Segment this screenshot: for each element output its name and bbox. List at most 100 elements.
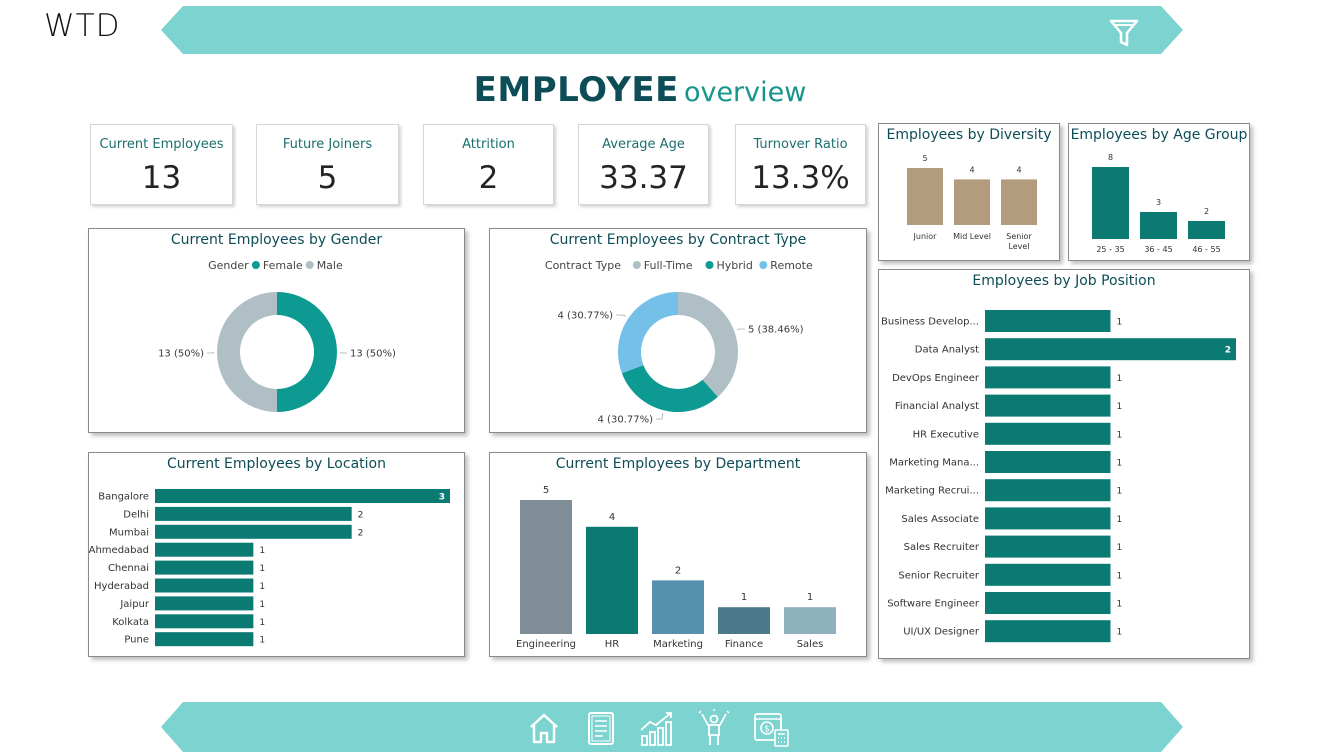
- donut-slice: [621, 365, 718, 412]
- category-label: 25 - 35: [1096, 245, 1124, 254]
- bar: [155, 596, 254, 611]
- legend-marker: [632, 261, 641, 269]
- chart-title: Current Employees by Department: [555, 456, 801, 472]
- category-label: Finance: [725, 639, 763, 650]
- chart-title: Current Employees by Gender: [170, 232, 383, 248]
- chart-gender[interactable]: Current Employees by Gender Gender Female…: [88, 228, 465, 433]
- data-label: 1: [259, 636, 265, 646]
- category-label: Pune: [124, 635, 149, 646]
- donut-slice: [618, 292, 678, 374]
- chart-location[interactable]: Current Employees by Location Bangalore 3…: [88, 452, 465, 657]
- chart-contract-plot: Contract Type Full-Time Hybrid Remote 5 (38.…: [545, 259, 813, 426]
- data-label: 1: [1117, 543, 1123, 553]
- data-label: 1: [1117, 628, 1123, 638]
- chart-position-plot: Business Develop... 1 Data Analyst 2 DevOps …: [881, 310, 1236, 643]
- bar: [985, 422, 1111, 445]
- salary-calculator-icon[interactable]: $: [751, 708, 791, 748]
- kpi-label: Current Employees: [99, 137, 224, 152]
- kpi-value: 13: [141, 160, 182, 196]
- bar: [155, 524, 352, 539]
- data-label: 4: [969, 165, 974, 174]
- data-label: 5: [922, 154, 927, 163]
- chart-title: Current Employees by Location: [167, 456, 386, 472]
- page-title: EMPLOYEE overview: [0, 70, 1280, 110]
- bar: [586, 526, 638, 634]
- filter-icon[interactable]: [1106, 16, 1142, 50]
- bar: [652, 580, 704, 634]
- bar: [155, 560, 254, 575]
- category-label: Sales Associate: [901, 514, 979, 525]
- data-label: 1: [1117, 515, 1123, 525]
- bottom-banner-shape: [161, 702, 1183, 752]
- chart-diversity[interactable]: Employees by Diversity 5 Junior 4 Mid Level…: [878, 123, 1060, 261]
- data-label: 1: [741, 592, 747, 603]
- category-label: Data Analyst: [915, 345, 979, 356]
- category-label: Marketing Mana...: [889, 458, 979, 469]
- home-icon[interactable]: [524, 708, 564, 748]
- data-label: 13 (50%): [158, 349, 204, 360]
- kpi-label: Turnover Ratio: [753, 137, 848, 152]
- kpi-label: Future Joiners: [282, 137, 373, 152]
- category-label: HR Executive: [913, 429, 979, 440]
- data-label: 1: [1117, 571, 1123, 581]
- chart-gender-plot: Gender Female Male 13 (50%) 13 (50%): [158, 259, 396, 412]
- category-label: UI/UX Designer: [903, 627, 980, 638]
- bar: [985, 451, 1111, 473]
- data-label: 1: [1117, 487, 1123, 497]
- donut-slice: [678, 292, 738, 397]
- page-title-sub: overview: [683, 77, 807, 108]
- legend-marker: [251, 261, 260, 269]
- bar: [155, 632, 254, 647]
- donut-slice: [217, 292, 277, 412]
- category-label: Senior: [1006, 232, 1032, 241]
- label-leader: [207, 351, 215, 354]
- label-leader: [656, 413, 664, 420]
- kpi-label: Attrition: [462, 137, 515, 152]
- data-label: 1: [807, 592, 813, 603]
- data-label: 8: [1108, 153, 1113, 162]
- data-label: 2: [358, 528, 364, 538]
- celebrating-person-icon[interactable]: [694, 708, 734, 748]
- legend-item: Hybrid: [717, 259, 753, 272]
- category-label: Software Engineer: [887, 599, 980, 610]
- document-icon[interactable]: [581, 708, 621, 748]
- bar: [155, 489, 450, 503]
- bar: [985, 310, 1111, 332]
- chart-age-group[interactable]: Employees by Age Group 8 25 - 35 3 36 - 45 2…: [1068, 123, 1250, 261]
- category-label: Marketing: [653, 639, 703, 650]
- bar: [155, 578, 254, 593]
- kpi-turnover-ratio: Turnover Ratio 13.3%: [735, 124, 866, 205]
- category-label: Financial Analyst: [895, 401, 979, 412]
- kpi-attrition: Attrition 2: [423, 124, 554, 205]
- category-label: Level: [1008, 242, 1029, 251]
- chart-department-plot: 5 Engineering 4 HR 2 Marketing 1 Finance 1 Sales: [516, 485, 836, 650]
- category-label: Mid Level: [953, 232, 991, 241]
- kpi-value: 33.37: [599, 160, 688, 196]
- data-label: 4: [1016, 165, 1021, 174]
- bar: [155, 506, 352, 521]
- chart-job-position[interactable]: Employees by Job Position Business Devel…: [878, 269, 1250, 659]
- bar: [1140, 212, 1177, 239]
- kpi-value: 2: [478, 160, 499, 196]
- chart-department[interactable]: Current Employees by Department 5 Enginee…: [489, 452, 867, 657]
- data-label: 1: [259, 618, 265, 628]
- category-label: Sales: [797, 639, 824, 650]
- bar: [520, 500, 572, 634]
- chart-contract-type[interactable]: Current Employees by Contract Type Contr…: [489, 228, 867, 433]
- category-label: Mumbai: [109, 527, 149, 538]
- category-label: Engineering: [516, 639, 576, 650]
- data-label: 1: [259, 600, 265, 610]
- legend-item: Full-Time: [644, 259, 693, 272]
- growth-chart-icon[interactable]: [637, 708, 677, 748]
- label-leader: [339, 351, 347, 354]
- top-banner-shape: [161, 6, 1183, 54]
- bar: [718, 607, 770, 634]
- category-label: Ahmedabad: [89, 545, 149, 556]
- bar: [1092, 167, 1129, 239]
- data-label: 4 (30.77%): [558, 311, 614, 322]
- category-label: HR: [605, 639, 620, 650]
- data-label: 1: [1117, 459, 1123, 469]
- category-label: DevOps Engineer: [892, 373, 980, 384]
- kpi-value: 13.3%: [751, 160, 850, 196]
